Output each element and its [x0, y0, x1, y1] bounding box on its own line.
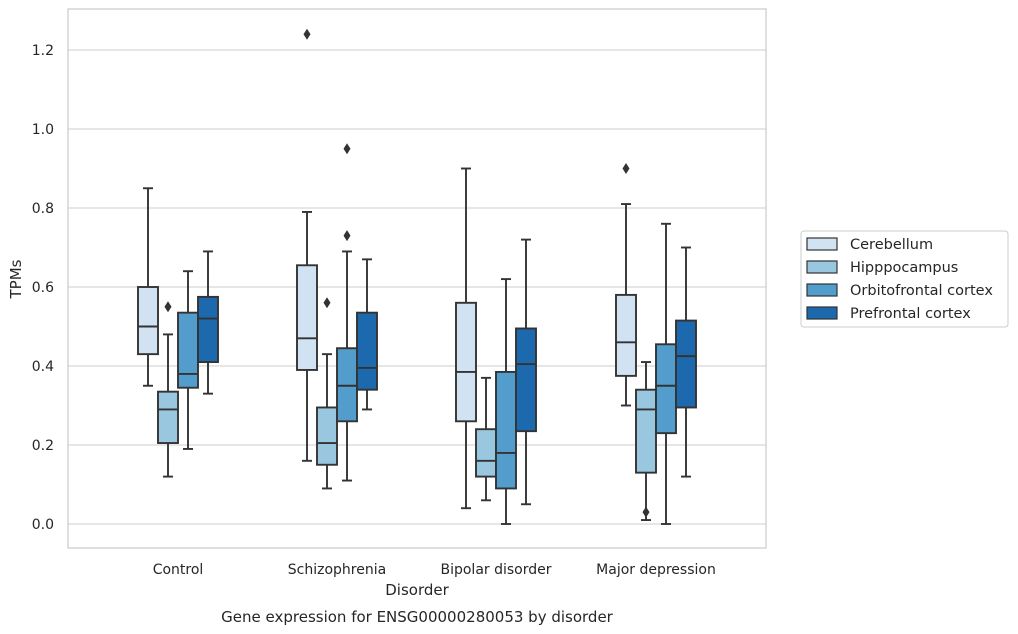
box-iqr — [137, 286, 159, 356]
box-iqr — [316, 406, 338, 466]
box-iqr — [177, 311, 199, 389]
y-tick-label: 0.4 — [32, 359, 54, 375]
y-tick-label: 0.2 — [32, 438, 54, 454]
outlier-point — [164, 301, 172, 313]
box-iqr — [455, 301, 477, 423]
plot-frame — [67, 8, 767, 549]
box-iqr — [356, 311, 378, 391]
box-prefrontal-cortex — [356, 258, 378, 411]
box-orbitofrontal-cortex — [655, 222, 677, 525]
box-iqr — [495, 370, 517, 490]
x-axis-label: Disorder — [385, 581, 449, 599]
box-hipppocampus — [635, 361, 657, 521]
chart-caption: Gene expression for ENSG00000280053 by d… — [221, 608, 614, 626]
box-iqr — [655, 343, 677, 435]
x-axis: Control Schizophrenia Bipolar disorder Majo… — [153, 562, 716, 578]
x-tick-label: Control — [153, 562, 204, 578]
gridlines — [68, 49, 766, 525]
y-axis: 0.0 0.2 0.4 0.6 0.8 1.0 1.2 — [32, 43, 54, 533]
box-cerebellum — [137, 187, 159, 387]
box-hipppocampus — [475, 376, 497, 502]
y-tick-label: 0.0 — [32, 517, 54, 533]
box-iqr — [296, 264, 318, 371]
box-cerebellum — [455, 167, 477, 510]
box-orbitofrontal-cortex — [177, 270, 199, 450]
outlier-point — [343, 230, 351, 242]
legend-swatch — [806, 260, 838, 274]
box-iqr — [475, 428, 497, 478]
box-iqr — [157, 390, 179, 444]
box-iqr — [515, 327, 537, 433]
box-iqr — [197, 295, 219, 364]
y-tick-label: 0.6 — [32, 280, 54, 296]
box-prefrontal-cortex — [675, 246, 697, 478]
y-tick-label: 1.0 — [32, 122, 54, 138]
x-tick-label: Major depression — [596, 562, 716, 578]
box-iqr — [336, 347, 358, 423]
box-prefrontal-cortex — [515, 238, 537, 506]
legend-entry: Prefrontal cortex — [850, 306, 971, 322]
legend-entry: Orbitofrontal cortex — [850, 283, 993, 299]
box-cerebellum — [296, 28, 318, 462]
box-plot-area — [137, 28, 697, 525]
box-iqr — [675, 319, 697, 409]
box-orbitofrontal-cortex — [495, 278, 517, 525]
legend-entry: Hipppocampus — [850, 260, 958, 276]
box-cerebellum — [615, 163, 637, 407]
outlier-point — [343, 143, 351, 155]
legend-swatch — [806, 237, 838, 251]
outlier-point — [303, 28, 311, 40]
outlier-point — [642, 506, 650, 518]
box-iqr — [635, 388, 657, 474]
box-iqr — [615, 293, 637, 377]
outlier-point — [622, 163, 630, 174]
legend-swatch — [806, 283, 838, 297]
legend-frame — [800, 230, 1009, 328]
outlier-point — [323, 297, 331, 309]
box-hipppocampus — [316, 297, 338, 490]
y-axis-label: TPMs — [7, 259, 25, 299]
x-tick-label: Bipolar disorder — [440, 562, 551, 578]
box-hipppocampus — [157, 301, 179, 478]
legend: Cerebellum Hipppocampus Orbitofrontal cort… — [800, 230, 1009, 328]
y-tick-label: 1.2 — [32, 43, 54, 59]
x-tick-label: Schizophrenia — [288, 562, 386, 578]
box-orbitofrontal-cortex — [336, 143, 358, 482]
box-prefrontal-cortex — [197, 250, 219, 395]
y-tick-label: 0.8 — [32, 201, 54, 217]
legend-entry: Cerebellum — [850, 237, 933, 253]
legend-swatch — [806, 306, 838, 320]
